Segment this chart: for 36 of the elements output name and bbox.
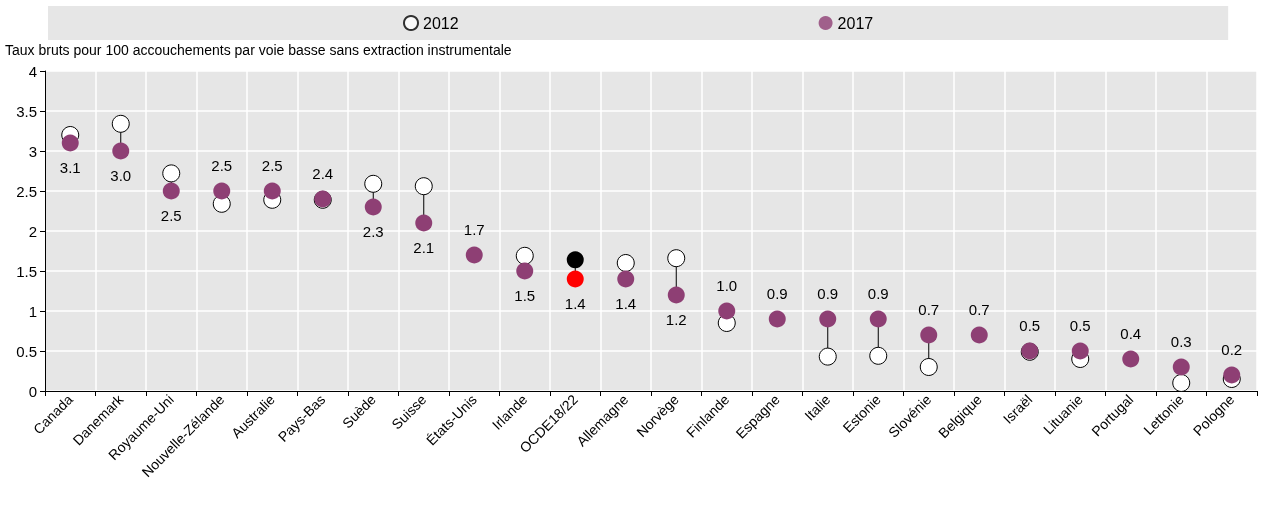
data-label: 0.9 bbox=[867, 284, 889, 302]
data-label: 3.0 bbox=[110, 166, 132, 184]
data-label: 0.3 bbox=[1170, 332, 1192, 350]
data-label: 2.1 bbox=[413, 238, 435, 256]
y-tick-label: 3.5 bbox=[16, 102, 37, 120]
data-label: 2.5 bbox=[211, 156, 233, 174]
y-tick-label: 0.5 bbox=[16, 342, 37, 360]
data-label: 1.4 bbox=[564, 294, 586, 312]
data-label: 0.9 bbox=[817, 284, 839, 302]
data-label: 2.4 bbox=[312, 164, 334, 182]
data-label: 1.0 bbox=[716, 276, 738, 294]
y-tick-label: 2 bbox=[28, 222, 37, 240]
data-label: 2.5 bbox=[160, 206, 182, 224]
data-label: 0.7 bbox=[968, 300, 990, 318]
y-tick-label: 4 bbox=[28, 62, 37, 80]
data-label: 0.5 bbox=[1019, 316, 1041, 334]
legend-label: 2017 bbox=[837, 14, 874, 32]
legend-label: 2012 bbox=[423, 14, 459, 32]
data-label: 0.5 bbox=[1069, 316, 1091, 334]
data-label: 2.5 bbox=[261, 156, 283, 174]
data-label: 1.2 bbox=[665, 310, 687, 328]
y-tick-label: 1 bbox=[28, 302, 37, 320]
data-label: 2.3 bbox=[362, 222, 384, 240]
y-tick-label: 2.5 bbox=[16, 182, 37, 200]
y-axis-title: Taux bruts pour 100 accouchements par voie basse sans extraction instrumentale bbox=[5, 42, 512, 58]
y-tick-label: 3 bbox=[28, 142, 37, 160]
data-label: 0.2 bbox=[1221, 340, 1243, 358]
data-label: 0.4 bbox=[1120, 324, 1142, 342]
data-label: 1.7 bbox=[463, 220, 485, 238]
data-label: 1.4 bbox=[615, 294, 637, 312]
data-label: 3.1 bbox=[59, 158, 81, 176]
data-label: 0.7 bbox=[918, 300, 940, 318]
data-label: 1.5 bbox=[514, 286, 536, 304]
y-tick-label: 0 bbox=[28, 382, 37, 400]
data-label: 0.9 bbox=[766, 284, 788, 302]
y-tick-label: 1.5 bbox=[16, 262, 37, 280]
